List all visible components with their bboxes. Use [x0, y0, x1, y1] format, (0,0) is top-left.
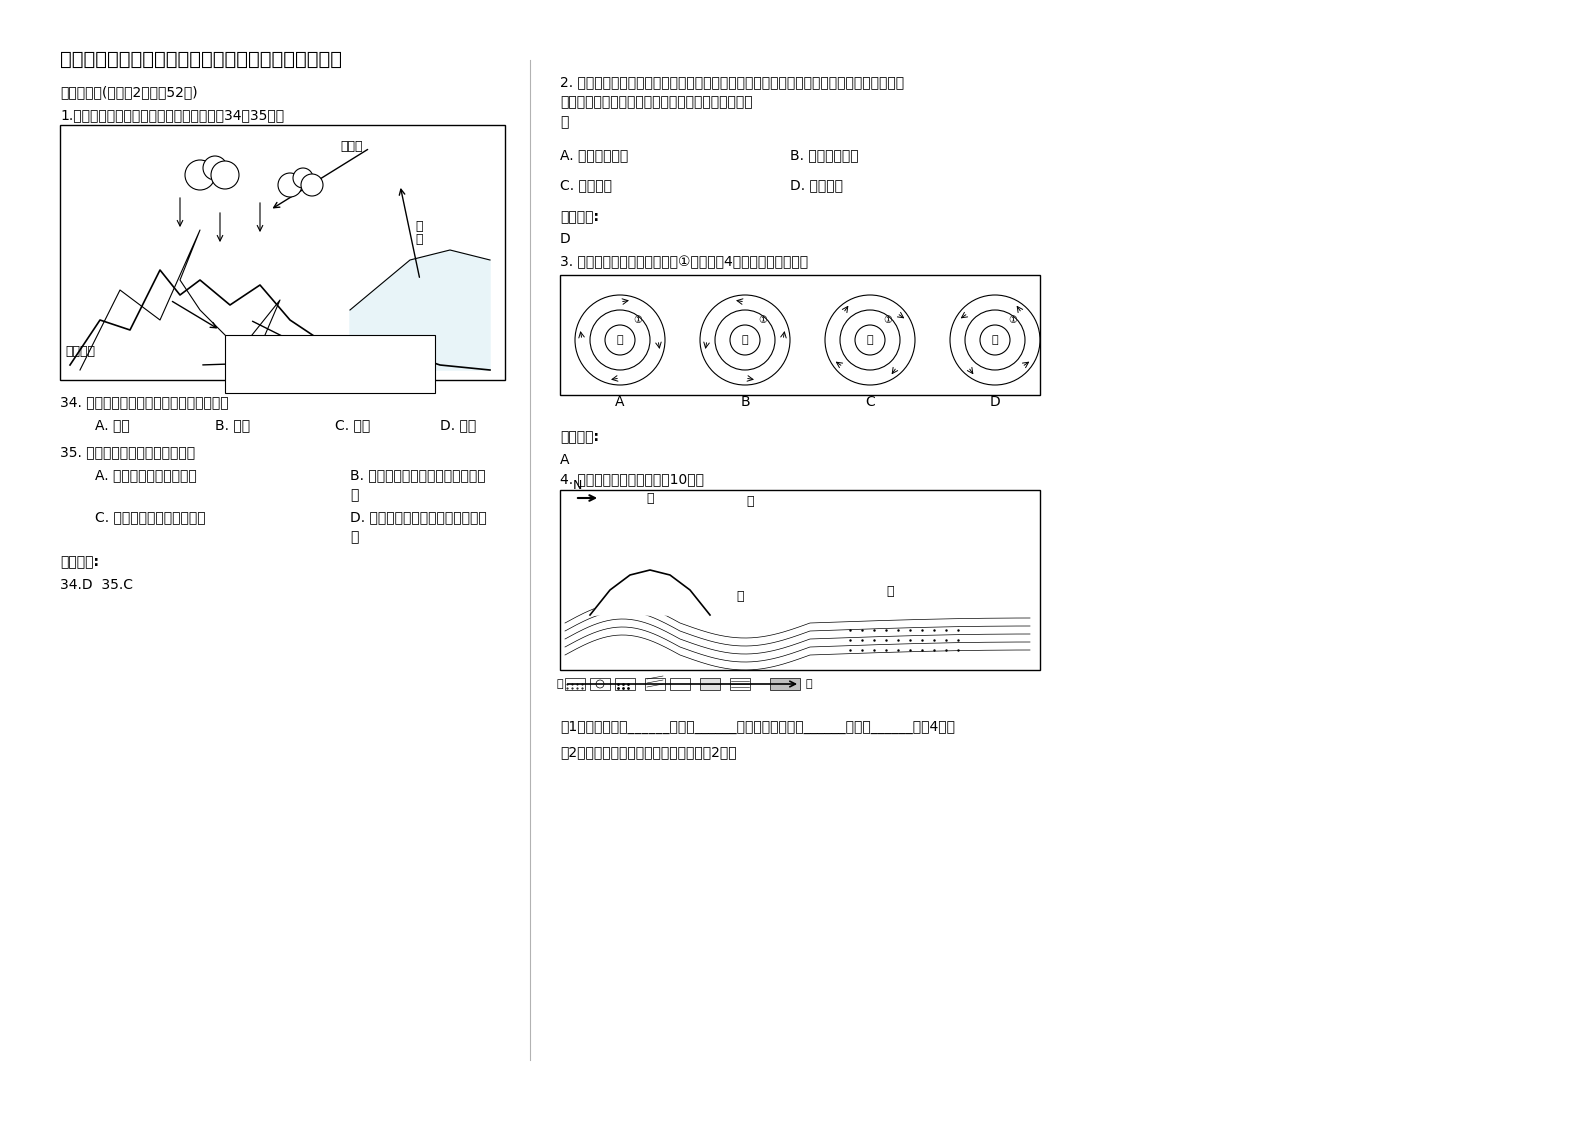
Text: D: D: [560, 232, 571, 246]
Text: A: A: [616, 395, 625, 410]
Bar: [770, 678, 800, 690]
Bar: [700, 678, 720, 690]
Circle shape: [203, 156, 227, 180]
Text: 乙: 乙: [736, 590, 744, 603]
Text: 低: 低: [741, 335, 749, 344]
Bar: [560, 275, 1039, 395]
Bar: [225, 335, 435, 393]
Text: D. 水循环活跃地区岩石循环也活跃: D. 水循环活跃地区岩石循环也活跃: [351, 511, 487, 524]
Text: A. 蒸发: A. 蒸发: [95, 419, 130, 432]
Text: 岩石循环: 岩石循环: [235, 358, 265, 371]
Text: 参考答案:: 参考答案:: [560, 210, 598, 224]
Text: A. 两种循环动力来源相同: A. 两种循环动力来源相同: [95, 468, 197, 482]
Text: 低: 低: [867, 335, 873, 344]
Text: D: D: [990, 395, 1000, 410]
Bar: [730, 678, 751, 690]
Text: C: C: [865, 395, 874, 410]
Text: A: A: [560, 453, 570, 467]
Text: 老: 老: [805, 679, 811, 689]
Text: 果: 果: [351, 488, 359, 502]
Bar: [670, 678, 690, 690]
Bar: [590, 678, 609, 690]
Text: 35. 关于两种循环的叙述正确的是: 35. 关于两种循环的叙述正确的是: [60, 445, 195, 459]
Circle shape: [186, 160, 214, 190]
Text: C. 土质疏松: C. 土质疏松: [560, 178, 613, 192]
Text: 甲: 甲: [646, 493, 654, 505]
Text: 1.读水循环和岩石圈物质循环示意图，完成34～35题。: 1.读水循环和岩石圈物质循环示意图，完成34～35题。: [60, 108, 284, 122]
Text: 2. 读材料，分析我国某地区的地表自然景观是：地形崎岖不平，山下层层梯田，山腰茶园成: 2. 读材料，分析我国某地区的地表自然景观是：地形崎岖不平，山下层层梯田，山腰茶…: [560, 75, 905, 89]
Text: B. 水循环是内外力共同作用的结果: B. 水循环是内外力共同作用的结果: [351, 468, 486, 482]
Text: 低: 低: [992, 335, 998, 344]
Text: D. 径流: D. 径流: [440, 419, 476, 432]
Text: C. 岩石循环以内力作用为主: C. 岩石循环以内力作用为主: [95, 511, 206, 524]
Bar: [644, 678, 665, 690]
Circle shape: [294, 168, 313, 188]
Bar: [565, 678, 586, 690]
Text: 34.D  35.C: 34.D 35.C: [60, 578, 133, 592]
Text: 3. 下图位于北半球，箭头表示①的风向。4幅图中风向正确的是: 3. 下图位于北半球，箭头表示①的风向。4幅图中风向正确的是: [560, 255, 808, 269]
Text: ①: ①: [884, 315, 892, 325]
Text: 跃: 跃: [351, 530, 359, 544]
Text: 是: 是: [560, 114, 568, 129]
Text: B: B: [740, 395, 749, 410]
Text: 太阳能: 太阳能: [340, 140, 362, 153]
Text: ①: ①: [1009, 315, 1017, 325]
Text: 水循环: 水循环: [235, 340, 257, 353]
Circle shape: [211, 160, 240, 188]
Polygon shape: [79, 230, 300, 370]
Text: ①: ①: [633, 315, 643, 325]
Text: 一、选择题(每小题2分，共52分): 一、选择题(每小题2分，共52分): [60, 85, 198, 99]
Text: 江苏省南通市如东县马塘中学高三地理联考试题含解析: 江苏省南通市如东县马塘中学高三地理联考试题含解析: [60, 50, 343, 68]
Text: （2）简要分析甲地地形的形成原因。（2分）: （2）简要分析甲地地形的形成原因。（2分）: [560, 745, 736, 758]
Text: 片，山顶多是柑橘林。该地形区主要自然土壤的特点: 片，山顶多是柑橘林。该地形区主要自然土壤的特点: [560, 95, 752, 109]
Bar: [560, 490, 1039, 670]
Text: 34. 水循环与岩石循环有直接联系的环节是: 34. 水循环与岩石循环有直接联系的环节是: [60, 395, 229, 410]
Text: 丙: 丙: [886, 585, 893, 598]
Circle shape: [278, 173, 302, 197]
Polygon shape: [590, 570, 709, 615]
Polygon shape: [351, 250, 490, 370]
Text: B. 有机质含量高: B. 有机质含量高: [790, 148, 859, 162]
Text: A. 矿物质含量低: A. 矿物质含量低: [560, 148, 628, 162]
Text: C. 下渗: C. 下渗: [335, 419, 370, 432]
Text: B. 降水: B. 降水: [214, 419, 251, 432]
Text: 乙: 乙: [746, 495, 754, 508]
Text: ①: ①: [759, 315, 768, 325]
Text: 海: 海: [414, 220, 422, 233]
Text: D. 酸性较强: D. 酸性较强: [790, 178, 843, 192]
Text: 参考答案:: 参考答案:: [60, 555, 98, 569]
Text: 洋: 洋: [414, 233, 422, 246]
Text: N: N: [573, 479, 582, 493]
Bar: [616, 678, 635, 690]
Text: 地球内能: 地球内能: [65, 344, 95, 358]
Text: （1）地形：甲是______，乙是______。地质构造：甲是______，丙是______。（4分）: （1）地形：甲是______，乙是______。地质构造：甲是______，丙是…: [560, 720, 955, 734]
Text: 岩层年龄: 岩层年龄: [665, 659, 695, 672]
Text: 低: 低: [617, 335, 624, 344]
Circle shape: [302, 174, 324, 196]
Text: 新: 新: [557, 679, 563, 689]
Text: 4. 读图，回答下列问题。（10分）: 4. 读图，回答下列问题。（10分）: [560, 472, 705, 486]
Text: 参考答案:: 参考答案:: [560, 430, 598, 444]
